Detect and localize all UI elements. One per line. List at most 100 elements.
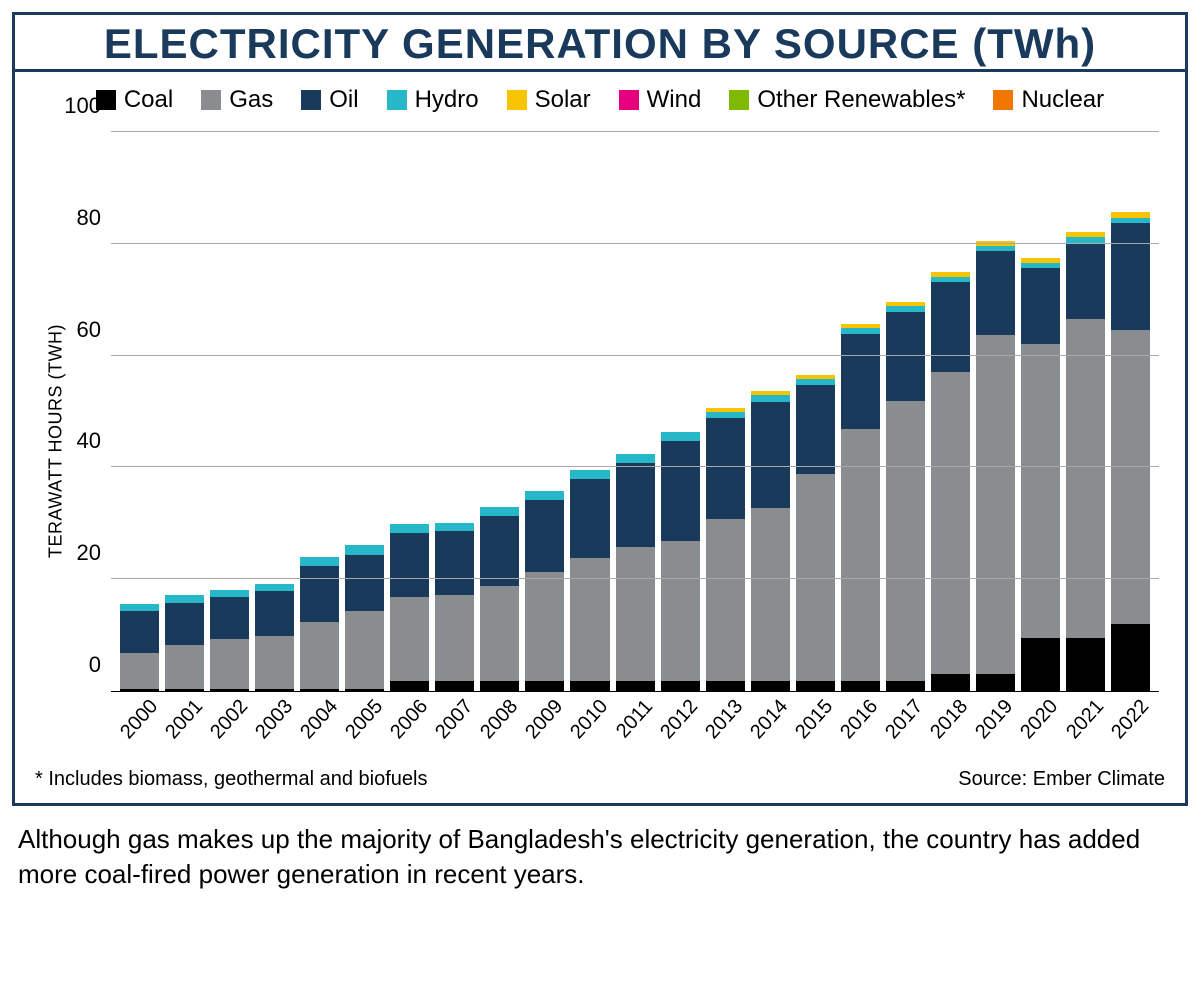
bar-segment-coal xyxy=(210,689,249,691)
x-tick-label: 2019 xyxy=(976,696,1015,762)
bar xyxy=(165,595,204,691)
y-tick-label: 80 xyxy=(77,205,111,231)
bar-segment-coal xyxy=(570,681,609,691)
bar-segment-coal xyxy=(1111,624,1150,691)
bar-segment-gas xyxy=(1111,330,1150,624)
bar-segment-gas xyxy=(390,597,429,681)
y-tick-label: 100 xyxy=(64,93,111,119)
x-tick-label: 2009 xyxy=(525,696,564,762)
bar-segment-coal xyxy=(525,681,564,691)
footnote-right: Source: Ember Climate xyxy=(958,768,1165,791)
bar xyxy=(120,604,159,691)
legend-swatch xyxy=(301,90,321,110)
x-tick-label: 2012 xyxy=(661,696,700,762)
legend-label: Hydro xyxy=(415,86,479,114)
bar xyxy=(570,470,609,691)
plot-wrap: TERAWATT HOURS (TWH) 020406080100 200020… xyxy=(15,120,1185,762)
bar-segment-gas xyxy=(300,622,339,689)
x-tick-label: 2005 xyxy=(345,696,384,762)
x-tick-label: 2007 xyxy=(435,696,474,762)
bar-segment-coal xyxy=(616,681,655,691)
legend-swatch xyxy=(507,90,527,110)
bar-segment-oil xyxy=(255,591,294,636)
bar-segment-oil xyxy=(300,566,339,622)
legend-item: Hydro xyxy=(387,86,479,114)
chart-title: ELECTRICITY GENERATION BY SOURCE (TWh) xyxy=(35,23,1165,65)
bar-segment-oil xyxy=(570,479,609,557)
bar xyxy=(931,272,970,691)
x-tick-label: 2015 xyxy=(796,696,835,762)
legend-swatch xyxy=(729,90,749,110)
legend-item: Solar xyxy=(507,86,591,114)
bar-segment-gas xyxy=(1021,344,1060,638)
bar-segment-hydro xyxy=(435,523,474,531)
bar-segment-oil xyxy=(1021,268,1060,344)
x-tick-label: 2004 xyxy=(300,696,339,762)
bar-segment-oil xyxy=(210,597,249,639)
x-tick-label: 2020 xyxy=(1021,696,1060,762)
bar-segment-hydro xyxy=(751,395,790,402)
y-axis-title: TERAWATT HOURS (TWH) xyxy=(46,324,67,558)
bar-segment-gas xyxy=(976,335,1015,674)
legend-label: Nuclear xyxy=(1021,86,1104,114)
chart-frame: ELECTRICITY GENERATION BY SOURCE (TWh) C… xyxy=(12,12,1188,806)
bar-segment-oil xyxy=(616,463,655,547)
legend-item: Oil xyxy=(301,86,358,114)
x-axis-labels: 2000200120022003200420052006200720082009… xyxy=(111,692,1159,762)
bar-segment-coal xyxy=(300,689,339,691)
bar-segment-oil xyxy=(886,312,925,402)
bar-segment-hydro xyxy=(345,545,384,555)
x-tick-label: 2011 xyxy=(616,696,655,762)
x-tick-label: 2001 xyxy=(165,696,204,762)
x-tick-label: 2017 xyxy=(886,696,925,762)
bar-segment-gas xyxy=(480,586,519,681)
legend-label: Oil xyxy=(329,86,358,114)
legend-label: Other Renewables* xyxy=(757,86,965,114)
bar-segment-coal xyxy=(435,681,474,691)
bar-segment-hydro xyxy=(165,595,204,603)
bar-segment-gas xyxy=(706,519,745,681)
bar-segment-oil xyxy=(976,251,1015,335)
bar-segment-gas xyxy=(255,636,294,689)
bar-segment-oil xyxy=(165,603,204,645)
bar-segment-coal xyxy=(390,681,429,691)
x-tick-label: 2022 xyxy=(1111,696,1150,762)
bar-segment-coal xyxy=(796,681,835,691)
bar xyxy=(796,375,835,691)
y-tick-label: 60 xyxy=(77,317,111,343)
bar-segment-gas xyxy=(165,645,204,690)
legend-swatch xyxy=(993,90,1013,110)
bar-segment-coal xyxy=(1021,638,1060,691)
bar-segment-hydro xyxy=(120,604,159,611)
bar-segment-oil xyxy=(751,402,790,508)
legend-label: Solar xyxy=(535,86,591,114)
legend-swatch xyxy=(619,90,639,110)
bar-segment-gas xyxy=(435,595,474,682)
bar-segment-oil xyxy=(1111,223,1150,329)
bar xyxy=(480,507,519,691)
x-tick-label: 2013 xyxy=(706,696,745,762)
bar-segment-hydro xyxy=(255,584,294,592)
title-band: ELECTRICITY GENERATION BY SOURCE (TWh) xyxy=(15,15,1185,72)
legend-item: Other Renewables* xyxy=(729,86,965,114)
bar xyxy=(616,454,655,691)
caption: Although gas makes up the majority of Ba… xyxy=(12,806,1188,896)
bar-segment-hydro xyxy=(525,491,564,499)
bar-segment-oil xyxy=(525,500,564,573)
bar xyxy=(1111,212,1150,691)
y-tick-label: 0 xyxy=(89,652,111,678)
bar-segment-oil xyxy=(706,418,745,519)
x-tick-label: 2006 xyxy=(390,696,429,762)
bar-segment-coal xyxy=(120,689,159,691)
bar-segment-oil xyxy=(435,531,474,594)
bar-segment-coal xyxy=(976,674,1015,691)
bar-segment-coal xyxy=(480,681,519,691)
bar-segment-hydro xyxy=(706,412,745,419)
bar xyxy=(661,432,700,691)
legend: CoalGasOilHydroSolarWindOther Renewables… xyxy=(15,72,1185,120)
legend-swatch xyxy=(201,90,221,110)
bars-container xyxy=(111,132,1159,691)
x-tick-label: 2018 xyxy=(931,696,970,762)
bar-segment-coal xyxy=(841,681,880,691)
legend-label: Gas xyxy=(229,86,273,114)
